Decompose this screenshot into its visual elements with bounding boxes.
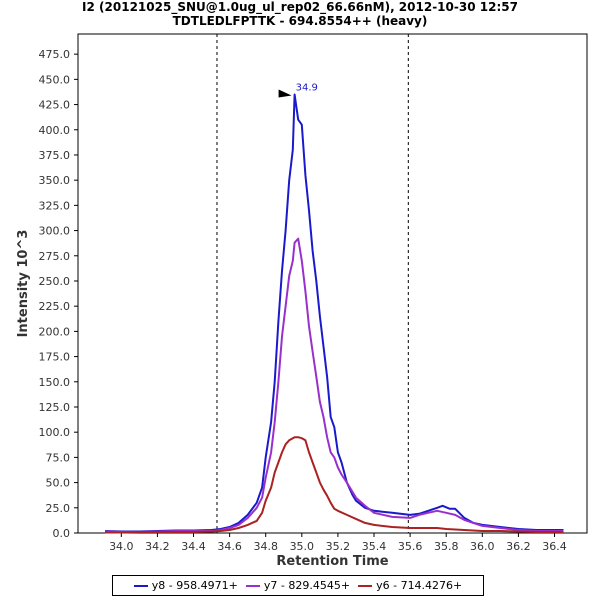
y-tick-label: 0.0 — [53, 527, 71, 540]
x-tick-label: 34.2 — [145, 540, 170, 553]
y-tick-label: 475.0 — [39, 48, 71, 61]
y-tick-label: 175.0 — [39, 351, 71, 364]
y-tick-label: 150.0 — [39, 376, 71, 389]
y-tick-label: 450.0 — [39, 73, 71, 86]
x-tick-label: 36.0 — [470, 540, 495, 553]
y-tick-label: 250.0 — [39, 275, 71, 288]
peak-marker-arrow — [278, 89, 292, 98]
y-tick-label: 25.0 — [46, 502, 71, 515]
y-tick-label: 300.0 — [39, 225, 71, 238]
x-tick-label: 35.8 — [434, 540, 459, 553]
legend-label: y7 - 829.4545+ — [263, 579, 351, 592]
y-tick-label: 200.0 — [39, 325, 71, 338]
legend-label: y8 - 958.4971+ — [151, 579, 238, 592]
x-tick-label: 34.6 — [217, 540, 242, 553]
y-tick-label: 50.0 — [46, 477, 71, 490]
series-line-1 — [105, 93, 564, 533]
chart-title-line1: I2 (20121025_SNU@1.0ug_ul_rep02_66.66nM)… — [82, 0, 518, 14]
y-tick-label: 425.0 — [39, 99, 71, 112]
y-tick-label: 375.0 — [39, 149, 71, 162]
series-line-3 — [105, 436, 564, 534]
x-tick-label: 35.4 — [362, 540, 387, 553]
y-tick-label: 325.0 — [39, 199, 71, 212]
y-tick-label: 125.0 — [39, 401, 71, 414]
legend-label: y6 - 714.4276+ — [376, 579, 463, 592]
chart-title-line2: TDTLEDLFPTTK - 694.8554++ (heavy) — [172, 14, 428, 28]
legend-swatch — [133, 584, 148, 587]
x-tick-label: 34.0 — [109, 540, 134, 553]
y-tick-label: 275.0 — [39, 250, 71, 263]
y-tick-label: 350.0 — [39, 174, 71, 187]
legend-item-2: y7 - 829.4545+ — [245, 579, 351, 592]
x-tick-label: 35.6 — [398, 540, 423, 553]
y-tick-label: 100.0 — [39, 426, 71, 439]
x-tick-label: 36.4 — [542, 540, 567, 553]
x-tick-label: 34.8 — [253, 540, 278, 553]
y-tick-label: 75.0 — [46, 451, 71, 464]
x-tick-label: 34.4 — [181, 540, 206, 553]
legend-item-1: y8 - 958.4971+ — [133, 579, 238, 592]
peak-label: 34.9 — [296, 82, 318, 93]
legend-swatch — [358, 584, 373, 587]
series-line-2 — [105, 237, 564, 533]
x-tick-label: 36.2 — [506, 540, 531, 553]
y-tick-label: 400.0 — [39, 124, 71, 137]
y-tick-label: 225.0 — [39, 300, 71, 313]
y-axis-label: Intensity 10^3 — [16, 230, 31, 338]
x-axis-label: Retention Time — [276, 554, 388, 569]
x-tick-label: 35.0 — [290, 540, 315, 553]
legend-item-3: y6 - 714.4276+ — [358, 579, 462, 592]
x-tick-label: 35.2 — [326, 540, 351, 553]
plot-area — [77, 33, 588, 534]
legend-swatch — [245, 584, 260, 587]
chart-legend: y8 - 958.4971+ y7 - 829.4545+ y6 - 714.427… — [112, 575, 484, 596]
